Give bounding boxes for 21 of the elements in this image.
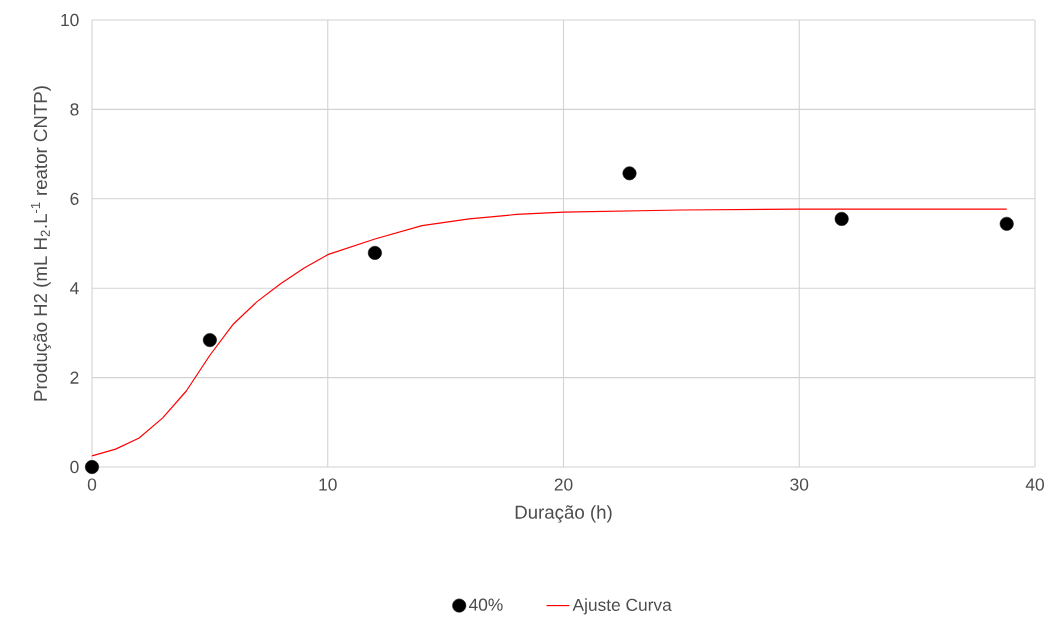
y-axis-title: Produção H2 (mL H$_{2}$.L$^{-1}$ reator CNTP)	[30, 86, 51, 401]
x-tick-label: 30	[790, 478, 809, 491]
point	[202, 333, 217, 347]
y-tick-label: 6	[70, 192, 79, 205]
y-tick-label: 2	[70, 371, 79, 384]
legend-label: 40%	[468, 598, 503, 611]
x-tick-label: 40	[1025, 478, 1044, 491]
point	[834, 211, 849, 226]
y-tick-label: 10	[61, 13, 79, 27]
x-tick-label: 10	[319, 478, 337, 491]
legend-label: Ajuste Curva	[572, 598, 672, 615]
point	[85, 460, 99, 474]
y-tick-label: 8	[70, 103, 79, 116]
point	[367, 245, 382, 260]
x-tick-label: 0	[87, 478, 97, 491]
y-tick-label: 4	[70, 282, 79, 295]
point	[999, 216, 1014, 231]
point	[622, 166, 637, 181]
x-axis-title: Duração (h)	[515, 505, 612, 523]
x-tick-label: 20	[554, 478, 573, 491]
y-tick-label: 0	[70, 460, 79, 474]
